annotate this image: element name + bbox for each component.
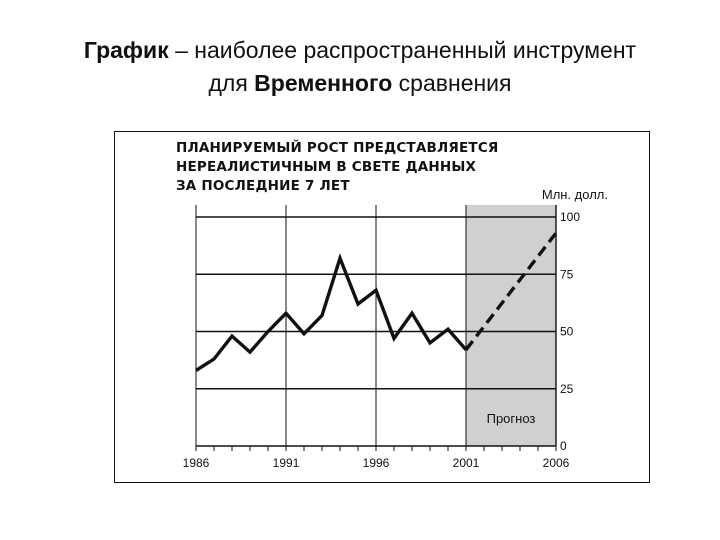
y-tick-label: 100 (560, 210, 580, 224)
forecast-label: Прогноз (487, 411, 536, 426)
chart-title-line: ЗА ПОСЛЕДНИЕ 7 ЛЕТ (176, 178, 350, 194)
chart-title-line: НЕРЕАЛИСТИЧНЫМ В СВЕТЕ ДАННЫХ (176, 159, 477, 175)
y-tick-label: 25 (560, 382, 574, 396)
slide-title-text: – наиболее распространенный инструмент (168, 37, 637, 63)
y-axis-label: Млн. долл. (542, 187, 608, 202)
slide-title: График – наиболее распространенный инстр… (0, 34, 720, 100)
chart-title: ПЛАНИРУЕМЫЙ РОСТ ПРЕДСТАВЛЯЕТСЯ НЕРЕАЛИС… (176, 139, 576, 196)
x-tick-label: 2006 (543, 456, 570, 470)
slide-title-bold-word: Временного (254, 70, 393, 96)
forecast-region (466, 205, 556, 446)
slide-title-line-1: График – наиболее распространенный инстр… (0, 34, 720, 67)
x-tick-label: 2001 (453, 456, 480, 470)
slide-title-text: сравнения (392, 70, 512, 96)
x-tick-label: 1996 (363, 456, 390, 470)
slide-title-text: для (208, 70, 255, 96)
y-tick-label: 0 (560, 439, 567, 453)
chart-title-line: ПЛАНИРУЕМЫЙ РОСТ ПРЕДСТАВЛЯЕТСЯ (176, 140, 499, 156)
slide-title-bold-word: График (83, 37, 169, 63)
historical-series-line (195, 253, 468, 372)
forecast-series-line (464, 231, 558, 351)
x-tick-label: 1986 (183, 456, 210, 470)
x-tick-label: 1991 (273, 456, 300, 470)
slide-title-line-2: для Временного сравнения (0, 67, 720, 100)
y-tick-label: 50 (560, 325, 574, 339)
y-tick-label: 75 (560, 267, 574, 281)
